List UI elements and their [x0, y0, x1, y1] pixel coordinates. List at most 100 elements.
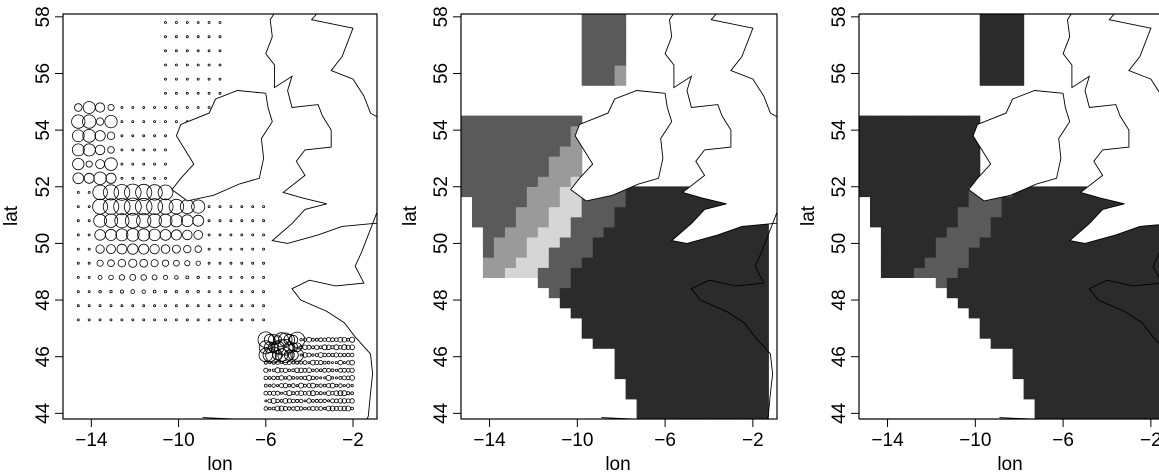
field-cell: [538, 176, 550, 187]
field-cell: [713, 247, 725, 258]
field-cell: [494, 237, 506, 248]
field-cell: [604, 328, 616, 339]
field-cell: [505, 116, 517, 127]
field-cell: [1046, 328, 1058, 339]
field-cell: [1155, 379, 1159, 390]
field-cell: [538, 267, 550, 278]
field-cell: [1013, 14, 1025, 25]
field-cell: [538, 126, 550, 137]
station-bubble: [94, 172, 107, 185]
field-cell: [648, 186, 660, 197]
station-bubble: [162, 260, 168, 266]
station-bubble: [96, 245, 104, 253]
field-cell: [1068, 298, 1080, 309]
field-cell: [516, 207, 528, 218]
station-bubble: [319, 407, 323, 411]
field-cell: [724, 368, 736, 379]
field-cell: [892, 116, 904, 127]
field-cell: [947, 207, 959, 218]
station-bubble: [319, 346, 322, 349]
field-cell: [1046, 298, 1058, 309]
field-cell: [980, 318, 992, 329]
field-cell: [659, 399, 671, 410]
station-bubble: [186, 92, 188, 94]
field-cell: [892, 156, 904, 167]
field-cell: [991, 227, 1003, 238]
station-bubble: [88, 234, 90, 236]
field-cell: [582, 55, 594, 66]
field-cell: [494, 136, 506, 147]
field-cell: [680, 207, 692, 218]
field-cell: [1035, 358, 1047, 369]
station-bubble: [339, 376, 342, 379]
field-cell: [670, 267, 682, 278]
field-cell: [958, 247, 970, 258]
y-tick-label: 54: [33, 119, 54, 141]
station-bubble: [175, 64, 177, 66]
station-bubble: [335, 362, 337, 364]
field-cell: [472, 116, 484, 127]
field-cell: [615, 257, 627, 268]
station-bubble: [272, 369, 275, 372]
field-cell: [903, 227, 915, 238]
field-cell: [969, 156, 981, 167]
field-cell: [549, 146, 561, 157]
field-cell: [980, 207, 992, 218]
field-cell: [969, 227, 981, 238]
field-cell: [746, 288, 758, 299]
field-cell: [914, 136, 926, 147]
field-cell: [1078, 348, 1090, 359]
field-cell: [1035, 348, 1047, 359]
field-cell: [914, 207, 926, 218]
station-bubble: [307, 337, 312, 342]
station-bubble: [165, 22, 167, 24]
field-cell: [947, 186, 959, 197]
field-cell: [1122, 328, 1134, 339]
station-bubble: [132, 107, 134, 109]
field-cell: [637, 186, 649, 197]
field-cell: [680, 328, 692, 339]
field-cell: [659, 318, 671, 329]
field-cell: [516, 146, 528, 157]
field-cell: [659, 308, 671, 319]
station-bubble: [175, 92, 177, 94]
field-cell: [691, 409, 703, 420]
field-cell: [1035, 308, 1047, 319]
field-cell: [1068, 338, 1080, 349]
field-cell: [648, 207, 660, 218]
field-cell: [870, 156, 882, 167]
field-cell: [914, 116, 926, 127]
field-cell: [1046, 389, 1058, 400]
field-cell: [969, 146, 981, 157]
field-cell: [713, 308, 725, 319]
x-tick-label: −14: [871, 430, 904, 451]
field-cell: [571, 207, 583, 218]
field-cell: [659, 389, 671, 400]
field-cell: [1089, 409, 1101, 420]
field-cell: [1133, 399, 1145, 410]
field-cell: [549, 116, 561, 127]
station-bubble: [319, 392, 322, 395]
field-cell: [1024, 379, 1036, 390]
field-cell: [691, 298, 703, 309]
field-cell: [870, 197, 882, 208]
field-cell: [1057, 399, 1069, 410]
field-cell: [691, 358, 703, 369]
field-cell: [903, 267, 915, 278]
field-cell: [691, 318, 703, 329]
field-cell: [925, 207, 937, 218]
field-cell: [757, 318, 769, 329]
field-cell: [691, 338, 703, 349]
field-cell: [571, 308, 583, 319]
field-cell: [746, 409, 758, 420]
field-cell: [925, 186, 937, 197]
coastline: [172, 0, 434, 433]
station-bubble: [307, 407, 310, 410]
field-cell: [1046, 267, 1058, 278]
field-cell: [659, 257, 671, 268]
field-cell: [527, 156, 539, 167]
station-bubble: [315, 377, 318, 380]
field-cell: [746, 368, 758, 379]
field-cell: [1046, 257, 1058, 268]
station-bubble: [312, 400, 315, 403]
